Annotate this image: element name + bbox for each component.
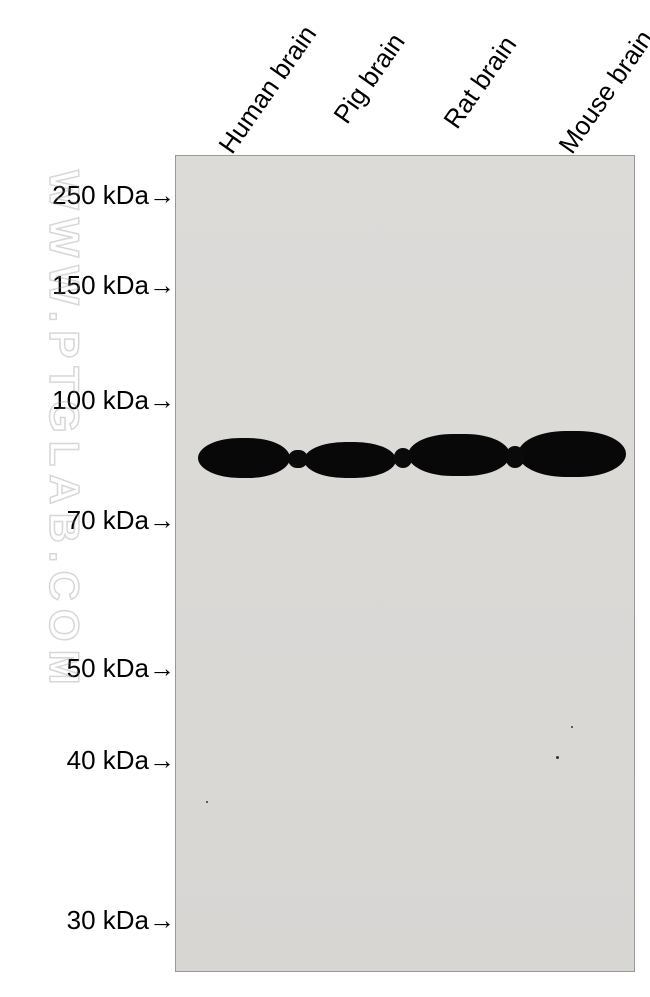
lane-label-human-brain: Human brain [212,20,323,160]
watermark: WWW.PTGLAB.COM [40,170,88,693]
membrane-speck [556,756,559,759]
western-blot-figure: Human brain Pig brain Rat brain Mouse br… [0,0,650,997]
lane-label-mouse-brain: Mouse brain [552,24,650,159]
band-lane1 [198,438,290,478]
band-smear-3-4 [506,446,524,468]
marker-40kda: 40 kDa→ [67,745,175,776]
membrane-speck [571,726,573,728]
blot-membrane [175,155,635,972]
band-lane2 [304,442,396,478]
band-lane4 [518,431,626,477]
lane-labels-container: Human brain Pig brain Rat brain Mouse br… [175,0,645,160]
marker-30kda: 30 kDa→ [67,905,175,936]
band-smear-1-2 [288,450,308,468]
band-smear-2-3 [394,448,412,468]
membrane-speck [206,801,208,803]
lane-label-rat-brain: Rat brain [437,30,523,134]
lane-label-pig-brain: Pig brain [327,28,411,130]
band-lane3 [408,434,510,476]
